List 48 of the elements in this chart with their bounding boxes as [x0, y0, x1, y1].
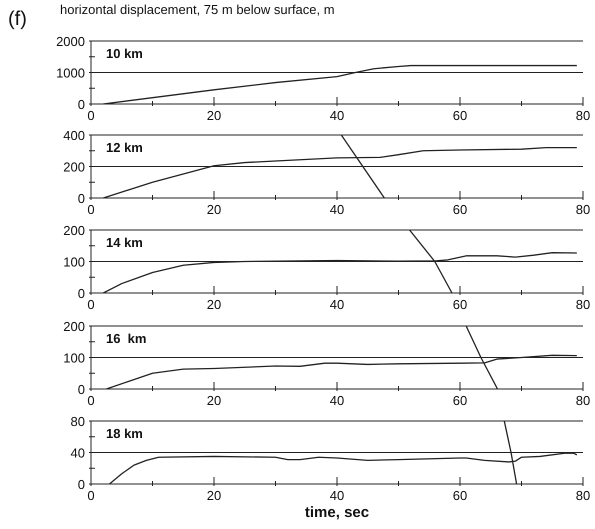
x-axis-title: time, sec	[304, 504, 370, 521]
y-tick-label: 80	[70, 414, 85, 429]
x-tick-label: 60	[452, 488, 468, 503]
x-tick-label: 40	[330, 297, 344, 312]
text: (f)	[8, 8, 27, 31]
x-tick-label: 20	[206, 297, 222, 312]
x-tick-label: 80	[576, 108, 590, 123]
x-tick-label: 80	[576, 297, 590, 312]
y-tick-label: 200	[63, 319, 85, 334]
y-tick-label: 100	[63, 254, 85, 270]
annotation: 18 km	[106, 426, 143, 441]
x-tick-label: 0	[87, 108, 95, 123]
x-tick-label: 20	[206, 488, 222, 503]
x-tick-label: 20	[206, 108, 222, 123]
y-tick-label: 0	[78, 97, 85, 112]
x-tick-label: 60	[452, 108, 468, 123]
y-tick-label: 40	[70, 446, 85, 460]
x-tick-label: 0	[87, 393, 95, 408]
x-tick-label: 80	[576, 202, 590, 217]
annotation: 12 km	[106, 140, 143, 155]
x-tick-label: 80	[576, 488, 590, 503]
x-tick-label: 0	[87, 297, 95, 312]
y-tick-label: 1000	[56, 66, 85, 80]
y-tick-label: 200	[63, 223, 85, 238]
y-tick-label: 400	[63, 128, 85, 143]
x-tick-label: 40	[330, 108, 344, 123]
y-tick-label: 0	[78, 286, 85, 301]
x-tick-label: 0	[87, 488, 95, 503]
y-tick-label: 100	[63, 350, 85, 366]
annotation: 16 km	[106, 331, 146, 346]
y-tick-label: 0	[78, 382, 85, 397]
y-tick-label: 200	[63, 160, 85, 174]
y-tick-label: 2000	[56, 34, 85, 49]
x-tick-label: 40	[330, 393, 344, 408]
x-tick-label: 20	[206, 393, 222, 408]
x-tick-label: 60	[452, 297, 468, 312]
x-tick-label: 40	[330, 202, 344, 217]
x-tick-label: 60	[452, 393, 468, 408]
x-tick-label: 20	[206, 202, 222, 217]
annotation: 10 km	[106, 46, 143, 61]
x-tick-label: 60	[452, 202, 468, 217]
chart-title: horizontal displacement, 75 m below surface, m	[60, 2, 335, 17]
x-tick-label: 80	[576, 393, 590, 408]
y-tick-label: 0	[78, 477, 85, 492]
annotation: 14 km	[106, 235, 143, 250]
y-tick-label: 0	[78, 191, 85, 206]
x-tick-label: 40	[330, 488, 344, 503]
x-tick-label: 0	[87, 202, 95, 217]
